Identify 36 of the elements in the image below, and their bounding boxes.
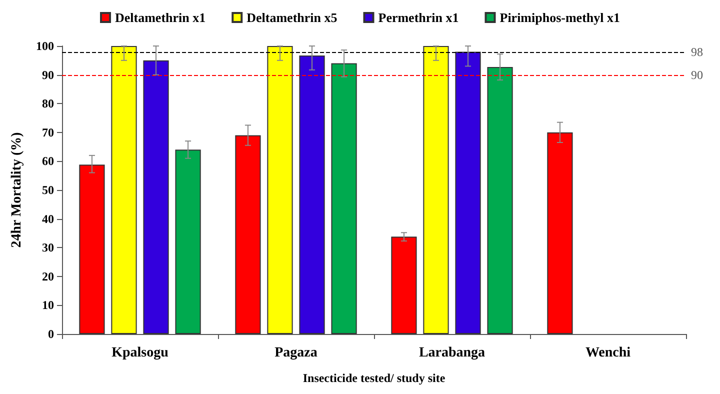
bar xyxy=(455,52,481,334)
bar xyxy=(487,67,513,334)
y-tick-label: 40 xyxy=(42,212,54,226)
x-tick-label: Larabanga xyxy=(418,346,486,360)
ref-line-label: 90 xyxy=(691,68,703,82)
x-tick-label: Wenchi xyxy=(585,346,631,360)
x-tick-label: Kpalsogu xyxy=(112,346,169,360)
x-tick-label: Pagaza xyxy=(274,346,318,360)
y-tick-label: 50 xyxy=(42,183,54,197)
legend-label: Deltamethrin x1 xyxy=(115,10,206,25)
y-tick-label: 10 xyxy=(42,298,54,312)
x-axis-title: Insecticide tested/ study site xyxy=(302,371,446,385)
y-tick-label: 70 xyxy=(42,125,54,140)
bar xyxy=(175,150,201,334)
bar xyxy=(547,132,573,334)
y-tick-label: 30 xyxy=(42,240,54,255)
legend-label: Pirimiphos-methyl x1 xyxy=(500,10,620,25)
bar xyxy=(235,135,261,334)
ref-line-label: 98 xyxy=(691,44,703,59)
bar xyxy=(267,46,293,334)
y-axis-title: 24hr Mortality (%) xyxy=(10,132,24,248)
bar xyxy=(331,63,357,334)
bar xyxy=(423,46,449,334)
y-tick-label: 90 xyxy=(42,68,54,82)
y-tick-label: 60 xyxy=(42,154,54,168)
bar xyxy=(111,46,137,334)
bar xyxy=(391,236,417,334)
bar xyxy=(299,56,325,334)
legend-label: Permethrin x1 xyxy=(378,10,459,25)
y-tick-label: 20 xyxy=(42,269,54,284)
bar xyxy=(143,60,169,334)
y-tick-label: 0 xyxy=(48,327,54,341)
legend-label: Deltamethrin x5 xyxy=(246,10,338,25)
y-tick-label: 80 xyxy=(42,96,54,111)
bar xyxy=(79,164,105,334)
y-tick-label: 100 xyxy=(36,39,54,53)
